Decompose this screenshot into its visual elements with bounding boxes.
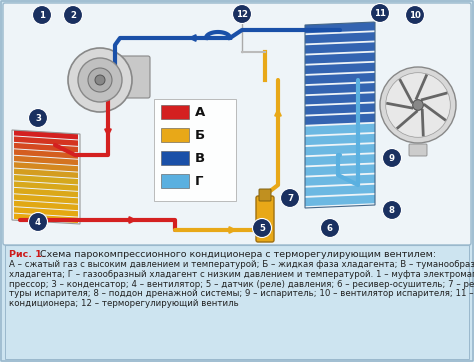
- Text: 6: 6: [327, 224, 333, 233]
- FancyBboxPatch shape: [154, 99, 236, 201]
- Polygon shape: [14, 169, 78, 178]
- Polygon shape: [305, 154, 375, 165]
- Text: 4: 4: [35, 218, 41, 227]
- Text: 1: 1: [39, 11, 45, 20]
- FancyBboxPatch shape: [256, 196, 274, 242]
- FancyBboxPatch shape: [3, 3, 471, 245]
- FancyBboxPatch shape: [161, 174, 189, 188]
- Text: 12: 12: [236, 10, 248, 19]
- Polygon shape: [305, 93, 375, 105]
- Polygon shape: [305, 52, 375, 64]
- Circle shape: [95, 75, 105, 85]
- Circle shape: [386, 73, 450, 137]
- FancyBboxPatch shape: [161, 128, 189, 142]
- Polygon shape: [305, 144, 375, 155]
- Circle shape: [383, 148, 401, 168]
- Polygon shape: [305, 114, 375, 125]
- Polygon shape: [14, 143, 78, 152]
- Text: Схема парокомпрессионного кондиционера с терморегулирующим вентилем:: Схема парокомпрессионного кондиционера с…: [37, 250, 436, 259]
- FancyBboxPatch shape: [259, 189, 271, 201]
- Text: 2: 2: [70, 11, 76, 20]
- Circle shape: [383, 201, 401, 219]
- Polygon shape: [305, 73, 375, 84]
- Text: А: А: [195, 106, 205, 119]
- Polygon shape: [305, 174, 375, 186]
- Text: 10: 10: [409, 11, 421, 20]
- Polygon shape: [14, 181, 78, 191]
- Text: А – сжатый газ с высоким давлением и температурой; Б – жидкая фаза хладагента; В: А – сжатый газ с высоким давлением и тем…: [9, 260, 474, 269]
- Text: Г: Г: [195, 175, 203, 188]
- Text: 7: 7: [287, 194, 293, 203]
- Polygon shape: [14, 194, 78, 204]
- Text: В: В: [195, 152, 205, 165]
- Polygon shape: [305, 164, 375, 176]
- Circle shape: [320, 219, 339, 237]
- Polygon shape: [305, 185, 375, 196]
- Polygon shape: [305, 42, 375, 54]
- Circle shape: [88, 68, 112, 92]
- Polygon shape: [14, 149, 78, 159]
- Polygon shape: [14, 130, 78, 139]
- Circle shape: [28, 212, 47, 232]
- FancyBboxPatch shape: [161, 151, 189, 165]
- Text: туры испарителя; 8 – поддон дренажной системы; 9 – испаритель; 10 – вентилятор и: туры испарителя; 8 – поддон дренажной си…: [9, 289, 474, 298]
- Text: 5: 5: [259, 224, 265, 233]
- Text: прессор; 3 – конденсатор; 4 – вентилятор; 5 – датчик (реле) давления; 6 – ресиве: прессор; 3 – конденсатор; 4 – вентилятор…: [9, 279, 474, 289]
- Polygon shape: [305, 22, 375, 33]
- Text: Б: Б: [195, 129, 205, 142]
- Text: хладагента; Г – газообразный хладагент с низким давлением и температурой. 1 – му: хладагента; Г – газообразный хладагент с…: [9, 270, 474, 279]
- Circle shape: [68, 48, 132, 112]
- Polygon shape: [14, 175, 78, 185]
- Circle shape: [413, 100, 423, 110]
- FancyBboxPatch shape: [118, 56, 150, 98]
- Polygon shape: [14, 201, 78, 210]
- Circle shape: [28, 109, 47, 127]
- Polygon shape: [305, 32, 375, 43]
- Circle shape: [78, 58, 122, 102]
- Polygon shape: [305, 103, 375, 115]
- Polygon shape: [305, 83, 375, 94]
- Polygon shape: [305, 134, 375, 145]
- Polygon shape: [14, 136, 78, 146]
- Text: 3: 3: [35, 114, 41, 123]
- Circle shape: [281, 189, 300, 207]
- Circle shape: [33, 5, 52, 25]
- Bar: [5, 245, 469, 359]
- FancyBboxPatch shape: [409, 144, 427, 156]
- Polygon shape: [305, 195, 375, 206]
- Polygon shape: [14, 188, 78, 197]
- Text: Рис. 1.: Рис. 1.: [9, 250, 46, 259]
- Polygon shape: [14, 156, 78, 165]
- Text: 8: 8: [389, 206, 395, 215]
- Circle shape: [64, 5, 82, 25]
- Polygon shape: [305, 124, 375, 135]
- Polygon shape: [14, 207, 78, 216]
- Polygon shape: [14, 214, 78, 223]
- Text: 11: 11: [374, 9, 386, 18]
- Text: 9: 9: [389, 154, 395, 163]
- Circle shape: [253, 219, 272, 237]
- Circle shape: [405, 5, 425, 25]
- Polygon shape: [305, 63, 375, 74]
- Circle shape: [371, 4, 390, 22]
- Polygon shape: [14, 162, 78, 172]
- Circle shape: [380, 67, 456, 143]
- FancyBboxPatch shape: [161, 105, 189, 119]
- Text: кондиционера; 12 – терморегулирующий вентиль: кондиционера; 12 – терморегулирующий вен…: [9, 299, 239, 308]
- Circle shape: [233, 4, 252, 24]
